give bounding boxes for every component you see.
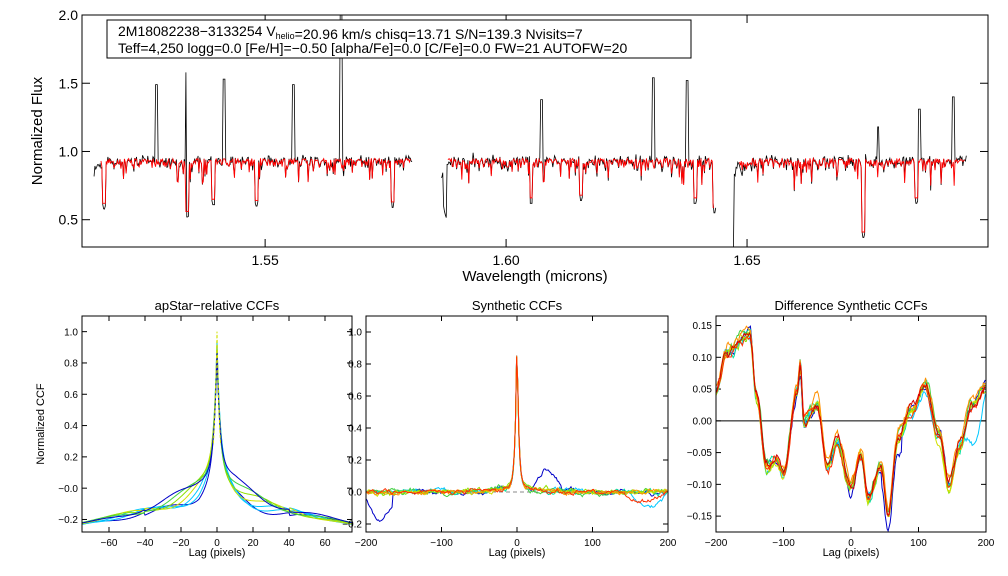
difference-ccf-line	[716, 335, 986, 518]
y-tick-label: −0.05	[687, 448, 713, 459]
info-line-1: 2M18082238−3133254 Vhelio=20.96 km/s chi…	[118, 23, 583, 42]
y-tick-label: 0.6	[64, 390, 78, 401]
y-tick-label: 0.8	[348, 360, 362, 371]
x-tick-label: 60	[319, 538, 331, 549]
x-tick-label: −20	[173, 538, 190, 549]
y-tick-label: 1.0	[59, 144, 79, 160]
chart-title: Difference Synthetic CCFs	[775, 298, 928, 313]
y-axis-label: Normalized Flux	[29, 76, 46, 185]
info-line1-nvisits: Nvisits=7	[525, 26, 582, 42]
apstar-series-group	[82, 331, 352, 525]
x-tick-label: −60	[101, 538, 118, 549]
y-tick-label: 0.0	[348, 488, 362, 499]
synthetic-frame	[365, 315, 669, 533]
chart-title: apStar−relative CCFs	[155, 298, 280, 313]
x-tick-label: −200	[705, 538, 728, 549]
y-tick-label: 0.2	[348, 456, 362, 467]
y-axis-label: Normalized CCF	[35, 383, 47, 465]
y-tick-label: 0.4	[64, 421, 78, 432]
info-line1-vhelio_symbol: V	[266, 23, 276, 39]
y-tick-label: 1.0	[64, 327, 78, 338]
synthetic-series-group	[366, 355, 668, 523]
x-tick-label: 0	[514, 538, 520, 549]
x-tick-label: 40	[283, 538, 295, 549]
y-tick-label: 0.2	[64, 452, 78, 463]
x-tick-label: 0	[214, 538, 220, 549]
info-line1-star_id: 2M18082238−3133254	[118, 23, 263, 39]
info-line1-vhelio_value: =20.96 km/s	[295, 26, 372, 42]
y-tick-label: 0.15	[693, 321, 713, 332]
x-tick-label: 200	[978, 538, 995, 549]
x-tick-label: 1.55	[252, 252, 279, 268]
x-tick-label: −100	[430, 538, 453, 549]
apstar-ccf-line	[82, 350, 352, 524]
x-tick-label: 0	[848, 538, 854, 549]
apstar-ccf-line	[82, 353, 352, 524]
x-tick-label: 100	[584, 538, 601, 549]
difference-ccf-line	[716, 332, 986, 516]
difference-ccf-line	[716, 335, 986, 513]
apstar-ccf-peak-line	[212, 331, 222, 444]
y-tick-label: 0.05	[693, 385, 713, 396]
apstar-ccf-line	[82, 352, 352, 524]
x-tick-label: −200	[355, 538, 378, 549]
info-box: 2M18082238−3133254 Vhelio=20.96 km/s chi…	[106, 19, 692, 59]
x-tick-label: 100	[910, 538, 927, 549]
y-tick-label: 0.00	[693, 416, 713, 427]
x-axis-label: Lag (pixels)	[489, 547, 546, 559]
info-line1-vhelio_sub: helio	[276, 31, 295, 41]
apstar_ccf-axes: −60 −40 −20 0 20 40 60 −0.2 −0.0 0.2 0.4 0.6 0.8 1.0 a…	[35, 298, 352, 559]
difference-frame	[715, 315, 987, 533]
info-box-frame	[106, 19, 692, 59]
info-line1-chisq: chisq=13.71	[375, 26, 451, 42]
y-tick-label: 2.0	[59, 7, 79, 23]
difference-ccf-line	[716, 325, 986, 512]
x-axis-label: Lag (pixels)	[189, 547, 246, 559]
info-line-2: Teff=4,250 logg=0.0 [Fe/H]=−0.50 [alpha/…	[118, 40, 627, 56]
x-tick-label: 200	[660, 538, 677, 549]
y-tick-label: 0.8	[64, 359, 78, 370]
difference-ccf-line	[716, 325, 986, 532]
y-tick-label: −0.2	[342, 520, 362, 531]
x-axis-label: Lag (pixels)	[823, 547, 880, 559]
x-tick-label: −40	[137, 538, 154, 549]
spectrum-series-group	[93, 15, 967, 247]
y-tick-label: −0.2	[58, 515, 78, 526]
x-tick-label: 20	[247, 538, 259, 549]
synthetic-ccf-line	[366, 356, 668, 504]
apstar-ccf-line	[82, 344, 352, 525]
model-spectrum-line	[447, 157, 714, 208]
y-tick-label: 1.5	[59, 75, 79, 91]
model-spectrum-line	[100, 157, 411, 212]
model-spectrum-line	[739, 156, 965, 233]
y-tick-label: 0.10	[693, 353, 713, 364]
y-tick-label: 1.0	[348, 328, 362, 339]
apstar-frame	[81, 315, 353, 533]
y-tick-label: −0.10	[687, 480, 713, 491]
x-tick-label: 1.60	[492, 252, 519, 268]
apstar-ccf-line	[82, 347, 352, 524]
y-tick-label: 0.4	[348, 424, 362, 435]
y-tick-label: −0.15	[687, 512, 713, 523]
x-axis-label: Wavelength (microns)	[462, 268, 607, 285]
y-tick-label: 0.6	[348, 392, 362, 403]
spectrum-frame	[81, 14, 989, 248]
x-tick-label: −100	[772, 538, 795, 549]
synthetic_ccf-axes: −200 −100 0 100 200 −0.2 0.0 0.2 0.4 0.6 0.8 1.0 Syn…	[342, 298, 677, 559]
difference_ccf-axes: −200 −100 0 100 200 −0.15 −0.10 −0.05 0.00 0.05 0.…	[687, 298, 995, 559]
x-tick-label: 1.65	[733, 252, 760, 268]
chart-title: Synthetic CCFs	[472, 298, 563, 313]
y-tick-label: 0.5	[59, 212, 79, 228]
y-tick-label: −0.0	[58, 484, 78, 495]
observed-spectrum-line	[440, 77, 717, 218]
difference-series-group	[716, 325, 986, 532]
info-line1-snr: S/N=139.3	[455, 26, 522, 42]
